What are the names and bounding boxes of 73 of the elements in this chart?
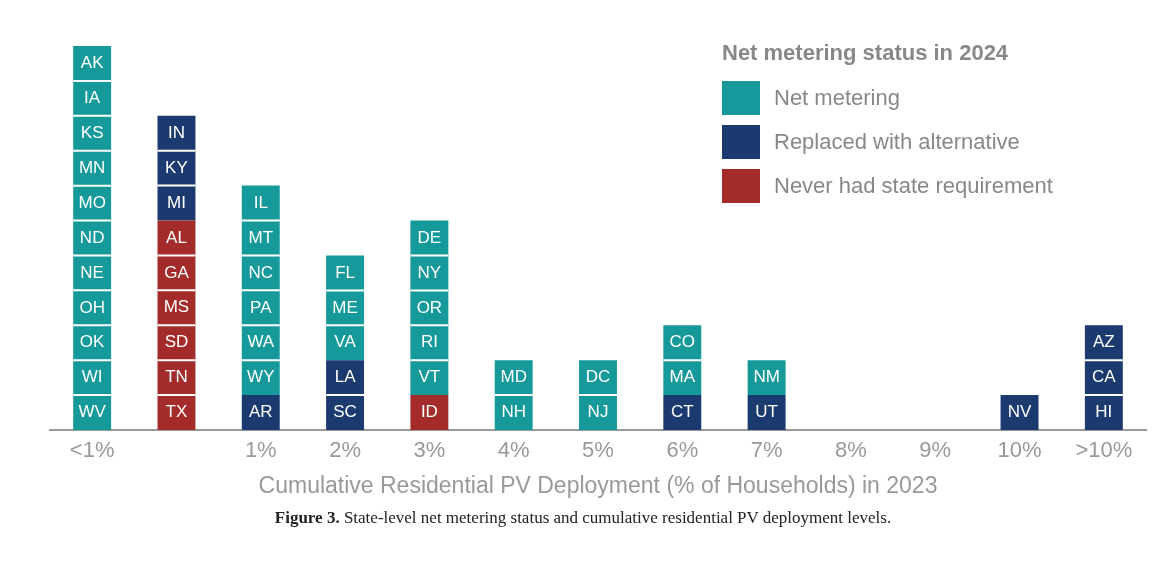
bar — [747, 395, 786, 430]
annotation: NM — [753, 367, 780, 387]
annotation: ME — [332, 297, 358, 317]
annotation: UT — [755, 402, 778, 422]
annotation: PA — [250, 297, 273, 317]
legend-label: Replaced with alternative — [774, 129, 1020, 155]
annotation: RI — [420, 332, 438, 352]
annotation: TN — [165, 367, 188, 387]
annotation: ND — [79, 227, 105, 247]
x-tick-label: 10% — [997, 437, 1042, 463]
x-tick-label: 2% — [329, 437, 361, 463]
annotation: LA — [334, 367, 357, 387]
annotation: NY — [417, 262, 442, 282]
annotation: FL — [335, 262, 355, 282]
annotation: OK — [79, 332, 106, 352]
annotation: SD — [164, 332, 189, 352]
annotation: IL — [253, 192, 268, 212]
x-tick-label: <1% — [69, 437, 115, 463]
annotation: TX — [165, 402, 188, 422]
annotation: MD — [500, 367, 527, 387]
annotation: WI — [81, 367, 103, 387]
annotation: NH — [501, 402, 526, 422]
annotation: NC — [248, 262, 274, 282]
annotation: WV — [78, 402, 107, 422]
x-tick-label: 7% — [750, 437, 783, 463]
annotation: AZ — [1092, 332, 1115, 352]
annotation: MO — [78, 192, 106, 212]
x-tick-label: 5% — [582, 437, 614, 463]
annotation: CT — [670, 402, 694, 422]
annotation: NJ — [587, 402, 609, 422]
annotation: IN — [167, 122, 185, 142]
caption: Figure 3. State-level net metering status and cumulative residential PV deployment levels. — [273, 508, 893, 528]
x-tick-label: 6% — [666, 437, 699, 463]
annotation: VA — [334, 332, 357, 352]
legend-label: Never had state requirement — [774, 173, 1053, 199]
x-tick-label: 9% — [919, 437, 952, 463]
x-axis-title: Cumulative Residential PV Deployment (% of Households) in 2023 — [258, 471, 938, 498]
annotation: SC — [333, 402, 357, 422]
annotation: GA — [164, 262, 190, 282]
x-tick-label: 8% — [835, 437, 867, 463]
annotation: CO — [669, 332, 696, 352]
annotation: AL — [166, 227, 187, 247]
annotation: MN — [78, 157, 106, 177]
annotation: VT — [418, 367, 441, 387]
annotation: AR — [248, 402, 273, 422]
x-tick-label: >10% — [1075, 437, 1133, 463]
x-tick-label: 4% — [497, 437, 530, 463]
annotation: KS — [80, 122, 104, 142]
x-tick-label: 1% — [244, 437, 277, 463]
annotation: KY — [165, 157, 188, 177]
annotation: DC — [585, 367, 611, 387]
annotation: CA — [1092, 367, 1117, 387]
annotation: AK — [80, 53, 105, 73]
annotation: MI — [167, 192, 186, 212]
bar — [663, 395, 702, 430]
x-tick-label: 3% — [413, 437, 446, 463]
annotation: OH — [79, 297, 105, 317]
annotation: NE — [80, 262, 104, 282]
annotation: HI — [1095, 402, 1113, 422]
legend-label: Net metering — [774, 85, 900, 111]
annotation: MA — [669, 367, 696, 387]
annotation: WA — [247, 332, 275, 352]
annotation: NV — [1007, 402, 1032, 422]
annotation: DE — [417, 227, 442, 247]
annotation: IA — [84, 88, 101, 108]
bar — [410, 395, 449, 430]
annotation: OR — [416, 297, 443, 317]
annotation: MT — [248, 227, 274, 247]
bar — [1000, 395, 1039, 430]
legend-title: Net metering status in 2024 — [722, 40, 1010, 66]
annotation: WY — [247, 367, 275, 387]
annotation: ID — [420, 402, 438, 422]
annotation: MS — [163, 297, 190, 317]
